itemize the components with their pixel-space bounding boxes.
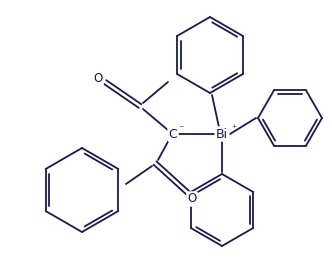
Text: O: O xyxy=(187,192,197,205)
Text: O: O xyxy=(93,72,103,85)
Text: ⁻: ⁻ xyxy=(178,124,183,134)
Text: Bi: Bi xyxy=(216,127,228,140)
Text: ⁺: ⁺ xyxy=(231,124,236,134)
Text: C: C xyxy=(169,127,177,140)
